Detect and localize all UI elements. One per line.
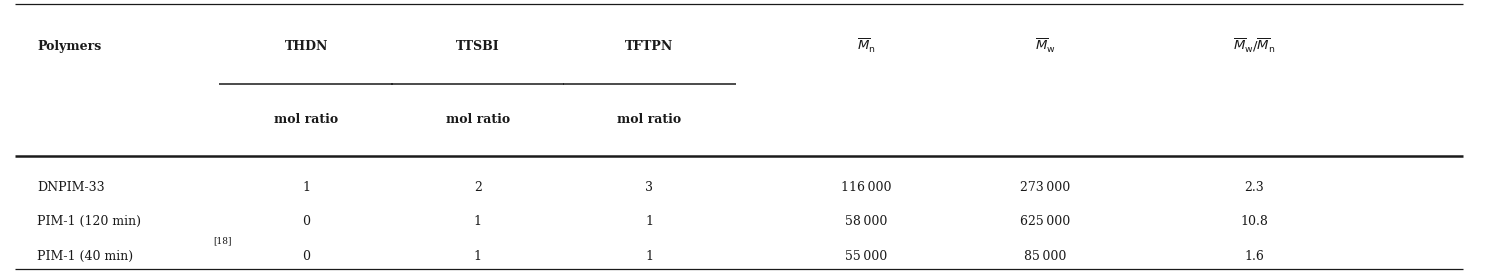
Text: 10.8: 10.8 [1241,215,1268,228]
Text: 1: 1 [645,215,654,228]
Text: mol ratio: mol ratio [446,113,509,126]
Text: DNPIM-33: DNPIM-33 [37,181,105,194]
Text: 2: 2 [473,181,482,194]
Text: TTSBI: TTSBI [455,40,500,53]
Text: 0: 0 [302,215,311,228]
Text: PIM-1 (120 min): PIM-1 (120 min) [37,215,142,228]
Text: THDN: THDN [284,40,328,53]
Text: [18]: [18] [213,237,231,246]
Text: 58 000: 58 000 [845,215,887,228]
Text: 2.3: 2.3 [1244,181,1265,194]
Text: 625 000: 625 000 [1020,215,1070,228]
Text: 1: 1 [645,250,654,263]
Text: 3: 3 [645,181,654,194]
Text: $\overline{M}_{\mathregular{w}}/\overline{M}_{\mathregular{n}}$: $\overline{M}_{\mathregular{w}}/\overlin… [1233,37,1275,55]
Text: PIM-1 (40 min): PIM-1 (40 min) [37,250,133,263]
Text: 1.6: 1.6 [1244,250,1265,263]
Text: 1: 1 [302,181,311,194]
Text: Polymers: Polymers [37,40,102,53]
Text: 273 000: 273 000 [1020,181,1070,194]
Text: $\overline{M}_{\mathregular{n}}$: $\overline{M}_{\mathregular{n}}$ [857,37,875,55]
Text: 85 000: 85 000 [1024,250,1066,263]
Text: mol ratio: mol ratio [618,113,681,126]
Text: 0: 0 [302,250,311,263]
Text: 1: 1 [473,250,482,263]
Text: 1: 1 [473,215,482,228]
Text: TFTPN: TFTPN [626,40,673,53]
Text: 116 000: 116 000 [841,181,891,194]
Text: mol ratio: mol ratio [275,113,337,126]
Text: $\overline{M}_{\mathregular{w}}$: $\overline{M}_{\mathregular{w}}$ [1035,37,1056,55]
Text: 55 000: 55 000 [845,250,887,263]
